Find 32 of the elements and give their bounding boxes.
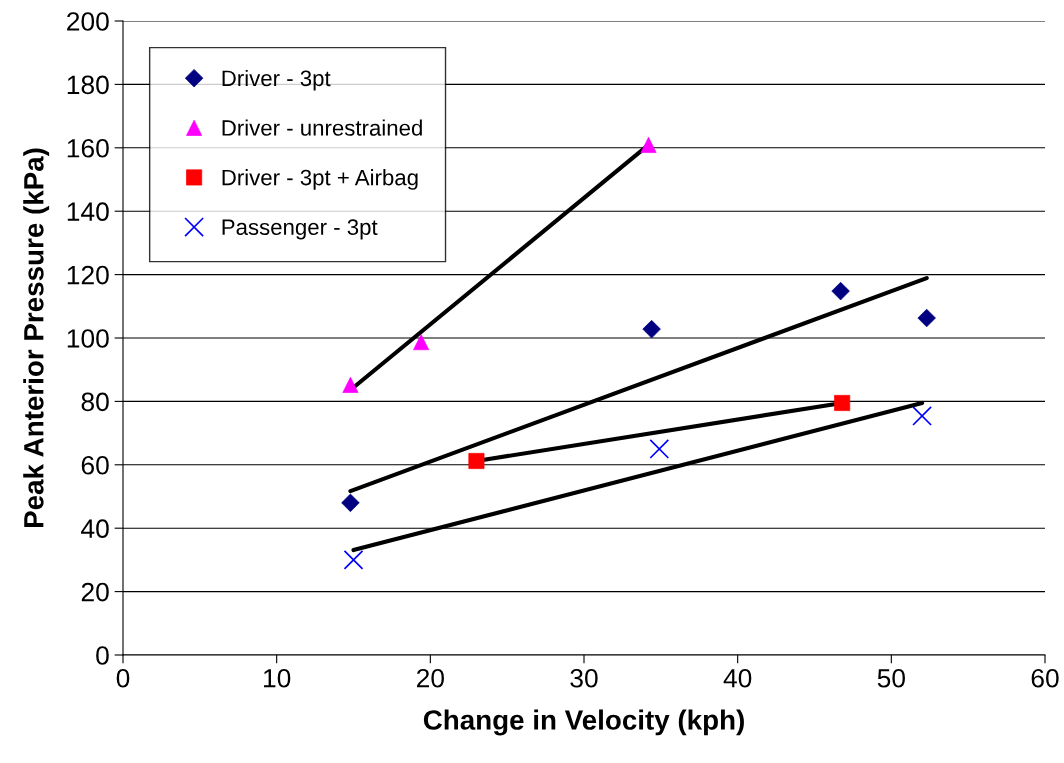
point (831, 281, 850, 301)
x-tick-label: 30 (570, 668, 598, 688)
legend-label: Driver - unrestrained (222, 119, 422, 136)
x-tick-label: 40 (723, 668, 752, 688)
point (341, 493, 360, 513)
point (343, 550, 364, 570)
point (834, 395, 851, 411)
point (468, 453, 485, 469)
x-tick-label: 10 (264, 668, 291, 688)
point (912, 406, 932, 426)
x-tick-label: 0 (116, 668, 130, 688)
x-axis-title: Change in Velocity (kph) (423, 709, 744, 736)
y-tick-label: 80 (81, 392, 109, 412)
x-tick-label: 60 (1031, 668, 1059, 688)
y-tick-label: 0 (96, 646, 109, 665)
point (649, 439, 670, 459)
y-axis-title: Peak Anterior Pressure (kPa) (23, 148, 50, 528)
y-tick-label: 20 (81, 582, 109, 602)
x-tick-label: 50 (877, 668, 905, 688)
legend-label: Passenger - 3pt (222, 219, 378, 240)
y-tick-label: 200 (67, 12, 109, 31)
y-tick-label: 40 (81, 519, 109, 539)
legend-label: Driver - 3pt + Airbag (222, 169, 418, 190)
y-tick-label: 100 (67, 329, 109, 348)
legend-label: Driver - 3pt (222, 69, 331, 91)
point (642, 319, 661, 339)
y-tick-label: 140 (67, 202, 109, 222)
y-tick-label: 180 (67, 75, 109, 95)
y-tick-label: 120 (67, 265, 109, 285)
y-tick-label: 60 (81, 455, 109, 475)
y-tick-label: 160 (67, 138, 109, 158)
x-tick-label: 20 (416, 668, 444, 688)
